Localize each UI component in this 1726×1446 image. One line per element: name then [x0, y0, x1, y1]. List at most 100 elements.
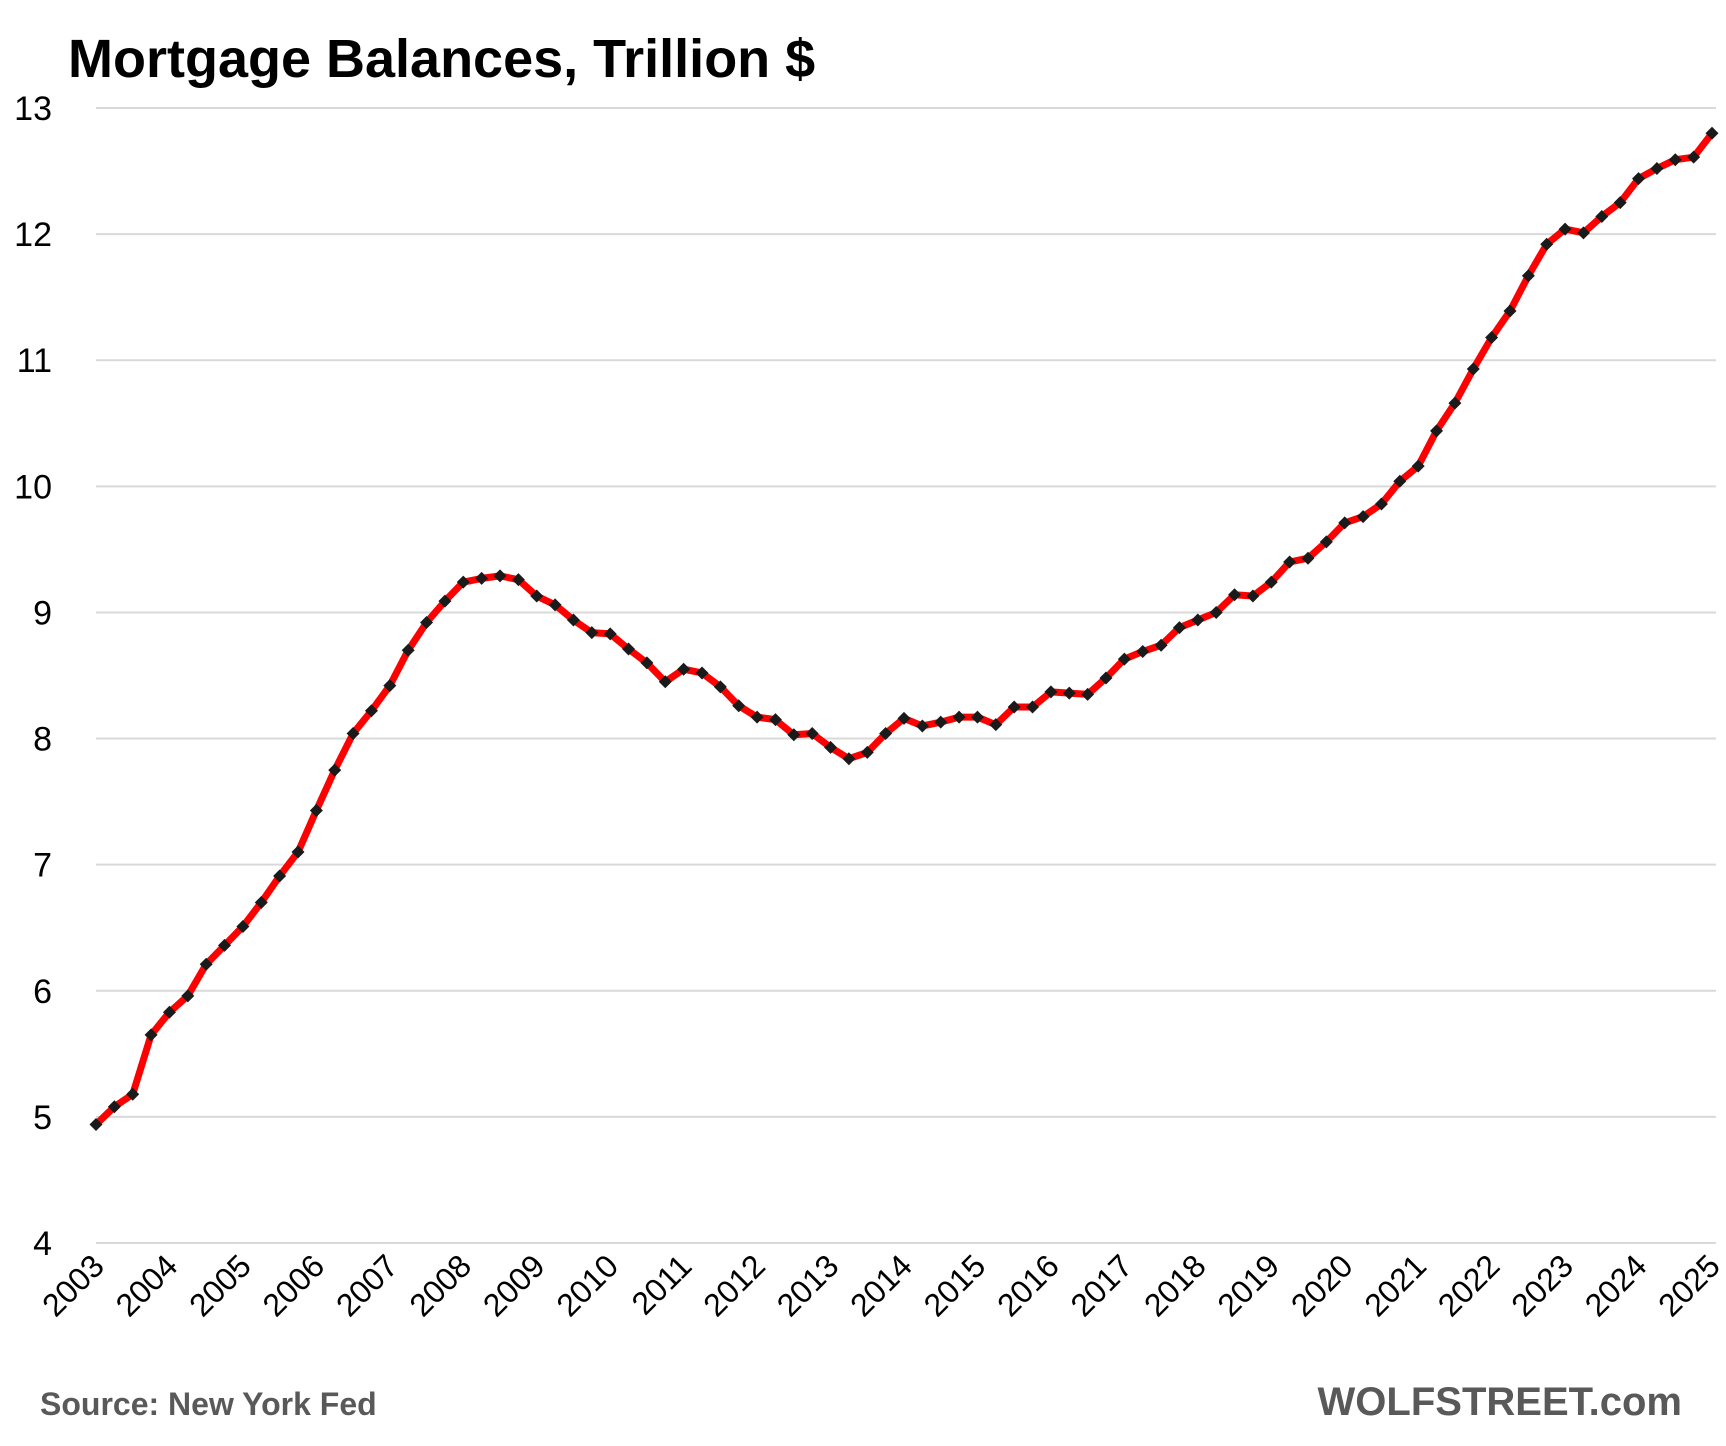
y-tick-label: 11: [17, 342, 52, 380]
data-point-marker: [1558, 222, 1572, 236]
x-tick-label: 2019: [1210, 1247, 1286, 1323]
data-point-marker: [273, 869, 287, 883]
data-point-marker: [1521, 269, 1535, 283]
data-point-marker: [989, 718, 1003, 732]
data-point-marker: [970, 710, 984, 724]
data-point-marker: [1632, 172, 1646, 186]
x-tick-label: 2015: [917, 1247, 993, 1323]
x-tick-label: 2004: [109, 1247, 185, 1323]
data-point-marker: [805, 727, 819, 741]
data-point-marker: [677, 662, 691, 676]
data-point-marker: [1576, 226, 1590, 240]
data-point-marker: [1117, 652, 1131, 666]
x-tick-label: 2025: [1651, 1247, 1726, 1323]
data-point-marker: [383, 679, 397, 693]
data-point-marker: [107, 1100, 121, 1114]
data-point-marker: [1319, 535, 1333, 549]
data-point-marker: [493, 569, 507, 583]
data-point-marker: [420, 616, 434, 630]
data-point-marker: [1650, 162, 1664, 176]
data-point-marker: [842, 752, 856, 766]
data-point-marker: [1668, 153, 1682, 167]
x-tick-label: 2009: [476, 1247, 552, 1323]
data-point-marker: [1393, 474, 1407, 488]
data-point-marker: [603, 627, 617, 641]
data-point-marker: [1485, 331, 1499, 345]
x-tick-label: 2007: [329, 1247, 405, 1323]
y-tick-label: 8: [33, 721, 52, 759]
x-tick-label: 2006: [256, 1247, 332, 1323]
x-tick-label: 2014: [843, 1247, 919, 1323]
source-note: Source: New York Fed: [40, 1386, 377, 1422]
data-point-marker: [530, 589, 544, 603]
data-point-marker: [1099, 671, 1113, 685]
data-point-marker: [1540, 237, 1554, 251]
data-point-marker: [585, 626, 599, 640]
x-tick-label: 2016: [990, 1247, 1066, 1323]
y-tick-label: 9: [33, 594, 52, 632]
x-tick-label: 2012: [696, 1247, 772, 1323]
data-point-marker: [622, 642, 636, 656]
data-point-marker: [1595, 209, 1609, 223]
data-point-marker: [915, 719, 929, 733]
data-point-marker: [511, 573, 525, 587]
data-point-marker: [1503, 304, 1517, 318]
y-tick-label: 7: [33, 847, 52, 885]
data-point-marker: [1687, 150, 1701, 164]
gridlines: [96, 107, 1716, 1244]
data-point-marker: [934, 715, 948, 729]
x-tick-label: 2017: [1064, 1247, 1140, 1323]
x-tick-label: 2020: [1284, 1247, 1360, 1323]
data-point-marker: [952, 710, 966, 724]
data-point-marker: [475, 571, 489, 585]
y-axis-tick-labels: 4 5 6 7 8 9 10 11 12 13: [14, 90, 52, 1263]
data-point-marker: [1301, 551, 1315, 565]
data-point-marker: [732, 699, 746, 713]
data-point-marker: [1705, 126, 1719, 140]
data-point-marker: [1228, 588, 1242, 602]
data-point-marker: [1466, 362, 1480, 376]
data-point-marker: [1081, 687, 1095, 701]
data-point-marker: [1356, 510, 1370, 524]
data-point-marker: [824, 740, 838, 754]
data-point-marker: [162, 1005, 176, 1019]
data-point-marker: [1411, 459, 1425, 473]
data-point-marker: [695, 666, 709, 680]
data-point-marker: [364, 704, 378, 718]
data-point-marker: [309, 803, 323, 817]
data-point-marker: [897, 711, 911, 725]
data-point-marker: [346, 727, 360, 741]
data-point-marker: [1154, 638, 1168, 652]
data-point-marker: [218, 938, 232, 952]
data-point-marker: [566, 613, 580, 627]
data-point-marker: [199, 957, 213, 971]
data-point-marker: [879, 727, 893, 741]
data-point-marker: [1136, 645, 1150, 659]
data-point-marker: [860, 745, 874, 759]
data-point-marker: [713, 680, 727, 694]
data-point-marker: [1062, 686, 1076, 700]
data-point-marker: [328, 763, 342, 777]
brand-watermark: WOLFSTREET.com: [1317, 1380, 1682, 1424]
x-tick-label: 2022: [1431, 1247, 1507, 1323]
data-point-marker: [1448, 396, 1462, 410]
y-tick-label: 13: [14, 90, 52, 128]
data-point-marker: [1172, 621, 1186, 635]
x-tick-label: 2018: [1137, 1247, 1213, 1323]
data-point-marker: [236, 919, 250, 933]
data-point-marker: [1246, 589, 1260, 603]
data-point-marker: [456, 575, 470, 589]
chart-title: Mortgage Balances, Trillion $: [68, 29, 816, 89]
data-point-marker: [1430, 424, 1444, 438]
x-tick-label: 2011: [624, 1247, 698, 1321]
data-point-marker: [640, 656, 654, 670]
series-mortgage-balances: [92, 129, 1716, 1128]
y-tick-label: 6: [33, 973, 52, 1011]
data-point-marker: [1264, 575, 1278, 589]
y-tick-label: 4: [33, 1225, 52, 1263]
data-point-marker: [1044, 685, 1058, 699]
data-point-marker: [1026, 700, 1040, 714]
data-point-marker: [787, 728, 801, 742]
